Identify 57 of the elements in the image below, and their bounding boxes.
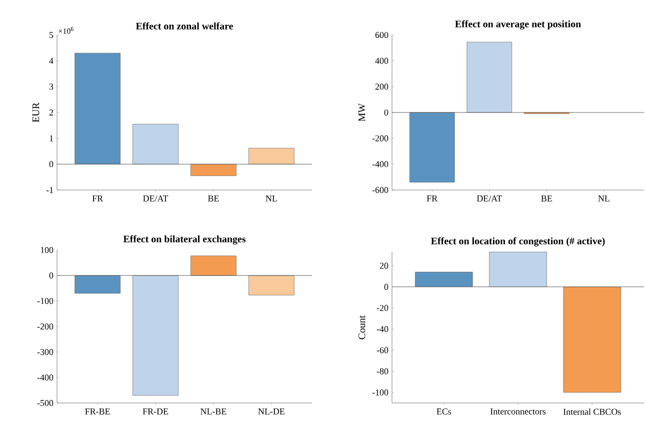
y-tick-label: 4 xyxy=(49,58,54,64)
x-tick-label: BE xyxy=(541,195,552,202)
x-tick-label: FR-DE xyxy=(142,408,168,414)
chart-title: Effect on zonal welfare xyxy=(136,22,233,30)
y-tick-label: 5 xyxy=(50,32,54,38)
y-tick-label: -40 xyxy=(376,326,388,332)
x-tick-label: FR xyxy=(426,195,438,202)
x-tick-label: Interconnectors xyxy=(490,408,546,414)
y-tick-label: -60 xyxy=(376,347,388,354)
chart-title: Effect on average net position xyxy=(455,20,581,30)
x-tick-label: DE/AT xyxy=(476,195,502,202)
x-tick-label: Internal CBCOs xyxy=(563,408,621,415)
y-tick-label: 600 xyxy=(375,32,388,38)
y-tick-label: -100 xyxy=(372,389,388,396)
x-tick-label: ECs xyxy=(436,408,452,415)
bar xyxy=(489,252,547,287)
y-tick-label: -300 xyxy=(37,348,54,356)
x-tick-label: NL-BE xyxy=(200,408,226,414)
chart-title: Effect on location of congestion (# active) xyxy=(431,237,605,246)
y-tick-label: -20 xyxy=(376,304,388,311)
x-tick-label: NL-DE xyxy=(258,408,284,414)
y-tick-label: 1 xyxy=(50,135,53,142)
y-tick-label: -200 xyxy=(372,135,388,142)
y-tick-label: 0 xyxy=(49,272,54,279)
x-tick-label: BE xyxy=(208,195,219,202)
y-axis-title: Count xyxy=(358,315,366,340)
x-tick-label: FR-BE xyxy=(85,408,110,414)
x-tick-label: FR xyxy=(92,195,104,202)
x-tick-label: NL xyxy=(266,195,277,202)
bar xyxy=(190,164,236,176)
y-tick-label: 2 xyxy=(49,110,53,116)
y-tick-label: 200 xyxy=(375,84,388,90)
y-tick-label: -80 xyxy=(376,368,388,374)
bar xyxy=(415,272,473,287)
y-tick-label: -200 xyxy=(37,323,54,330)
y-tick-label: -500 xyxy=(37,400,54,406)
bar xyxy=(563,286,621,393)
y-tick-label: 20 xyxy=(380,262,388,269)
x-tick-label: NL xyxy=(598,195,610,202)
bar xyxy=(74,52,120,164)
y-tick-label: 0 xyxy=(384,109,388,116)
y-axis-title: EUR xyxy=(32,102,40,122)
y-tick-label: -600 xyxy=(372,186,388,194)
y-tick-label: -100 xyxy=(37,298,54,304)
chart-title: Effect on bilateral exchanges xyxy=(123,235,246,244)
y-tick-label: 100 xyxy=(40,246,54,254)
y-tick-label: 0 xyxy=(49,161,54,168)
bar xyxy=(248,148,294,164)
y-tick-label: 3 xyxy=(49,84,54,90)
y-tick-label: -400 xyxy=(372,161,388,168)
y-tick-label: 400 xyxy=(375,58,388,64)
y-tick-label: 0 xyxy=(384,284,388,290)
x-tick-label: DE/AT xyxy=(143,195,168,202)
y-axis-title: MW xyxy=(358,103,366,122)
bar xyxy=(132,124,178,164)
y-tick-label: -400 xyxy=(37,374,54,381)
y-tick-label: -1 xyxy=(46,187,53,193)
